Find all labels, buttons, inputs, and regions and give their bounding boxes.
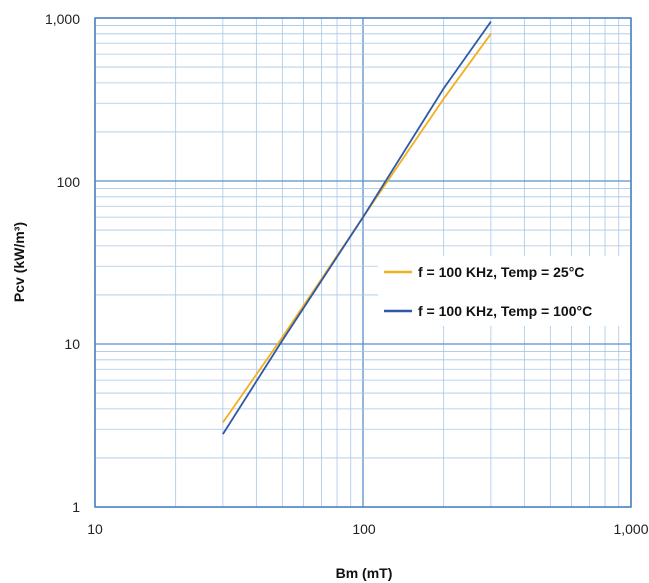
legend: f = 100 KHz, Temp = 25°C f = 100 KHz, Te… <box>378 256 630 326</box>
y-tick-label: 1,000 <box>45 11 80 27</box>
y-tick-label: 10 <box>64 336 80 352</box>
x-tick-label: 1,000 <box>613 521 648 537</box>
series-line-100c <box>222 21 492 435</box>
x-tick-label: 100 <box>352 521 376 537</box>
x-tick-label: 10 <box>87 521 103 537</box>
y-tick-label: 100 <box>57 174 81 190</box>
y-axis-label: Pcv (kW/m³) <box>11 222 27 302</box>
x-axis-label: Bm (mT) <box>336 565 393 581</box>
y-tick-labels: 1 10 100 1,000 <box>45 11 80 515</box>
x-tick-labels: 10 100 1,000 <box>87 521 649 537</box>
y-tick-label: 1 <box>72 499 80 515</box>
series-layer <box>222 21 492 435</box>
legend-label: f = 100 KHz, Temp = 100°C <box>418 303 592 319</box>
legend-label: f = 100 KHz, Temp = 25°C <box>418 264 584 280</box>
plot-frame <box>94 17 632 508</box>
legend-box <box>378 256 630 326</box>
